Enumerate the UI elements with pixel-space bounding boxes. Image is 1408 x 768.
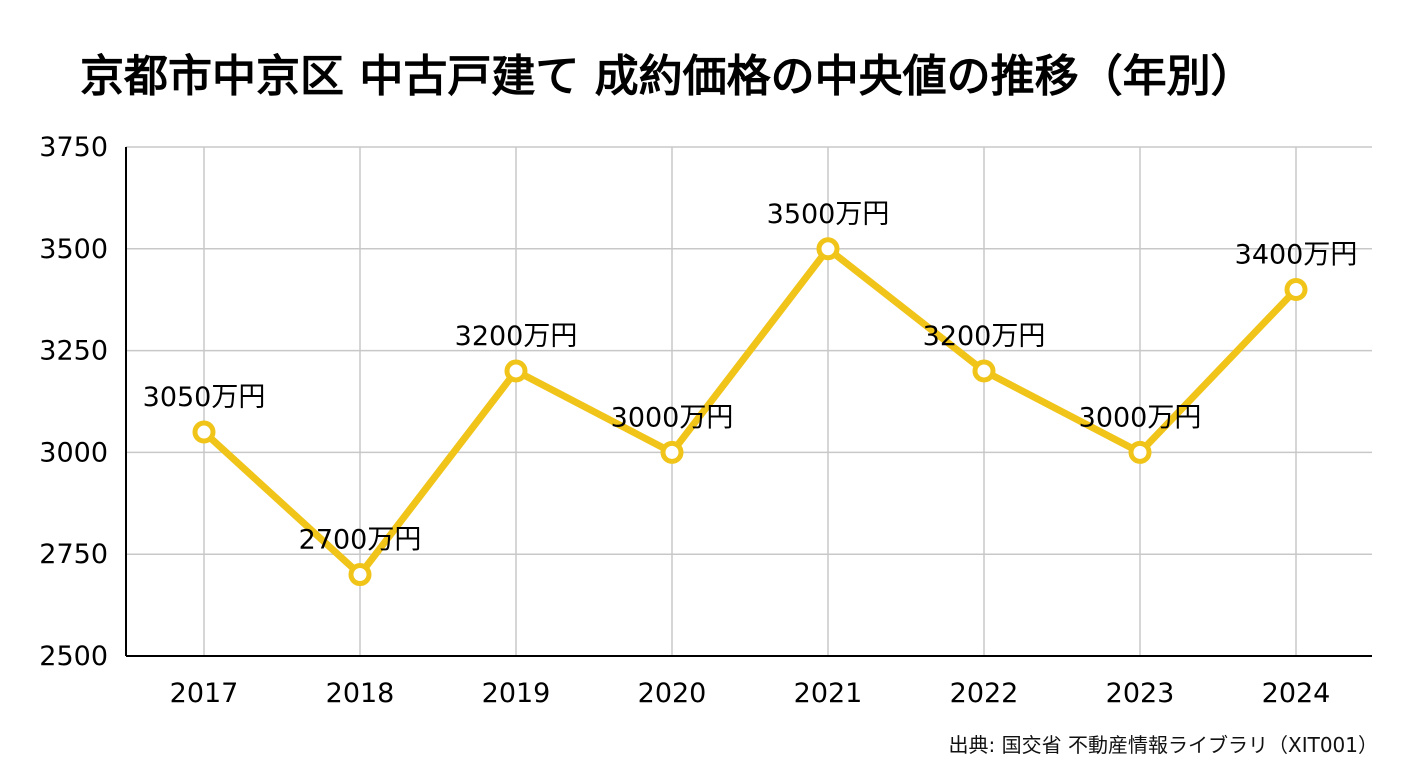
y-tick-label: 2750 (39, 539, 108, 570)
data-label: 3000万円 (611, 402, 734, 433)
data-point (972, 359, 996, 383)
data-point (1128, 440, 1152, 464)
y-tick-labels: 2500 2750 3000 3250 3500 3750 (39, 132, 108, 672)
data-label: 3200万円 (455, 321, 578, 352)
y-tick-label: 2500 (39, 641, 108, 672)
data-point (660, 440, 684, 464)
y-tick-label: 3500 (39, 234, 108, 265)
y-tick-label: 3250 (39, 336, 108, 367)
data-point (504, 359, 528, 383)
data-point (1284, 278, 1308, 302)
data-label: 2700万円 (299, 525, 422, 556)
x-tick-label: 2020 (638, 678, 707, 709)
x-tick-label: 2022 (950, 678, 1019, 709)
x-tick-label: 2024 (1262, 678, 1331, 709)
series-polyline (200, 245, 1300, 579)
data-point (192, 420, 216, 444)
data-label: 3500万円 (767, 199, 890, 230)
series-line (200, 245, 1300, 579)
y-tick-label: 3750 (39, 132, 108, 163)
axes (125, 147, 1372, 657)
x-tick-label: 2023 (1106, 678, 1175, 709)
x-tick-label: 2018 (326, 678, 395, 709)
chart-title: 京都市中京区 中古戸建て 成約価格の中央値の推移（年別） (80, 51, 1255, 102)
data-points (192, 237, 1308, 587)
data-label: 3400万円 (1235, 240, 1358, 271)
data-label: 3200万円 (923, 321, 1046, 352)
data-label: 3050万円 (143, 382, 266, 413)
x-tick-label: 2019 (482, 678, 551, 709)
x-tick-label: 2021 (794, 678, 863, 709)
x-tick-label: 2017 (170, 678, 239, 709)
data-point (348, 563, 372, 587)
x-tick-labels: 2017 2018 2019 2020 2021 2022 2023 2024 (170, 678, 1331, 709)
data-labels: 3050万円 2700万円 3200万円 3000万円 3500万円 3200万円 3000… (143, 199, 1358, 556)
source-note: 出典: 国交省 不動産情報ライブラリ（XIT001） (948, 733, 1378, 757)
data-point (816, 237, 840, 261)
y-tick-label: 3000 (39, 437, 108, 468)
data-label: 3000万円 (1079, 402, 1202, 433)
